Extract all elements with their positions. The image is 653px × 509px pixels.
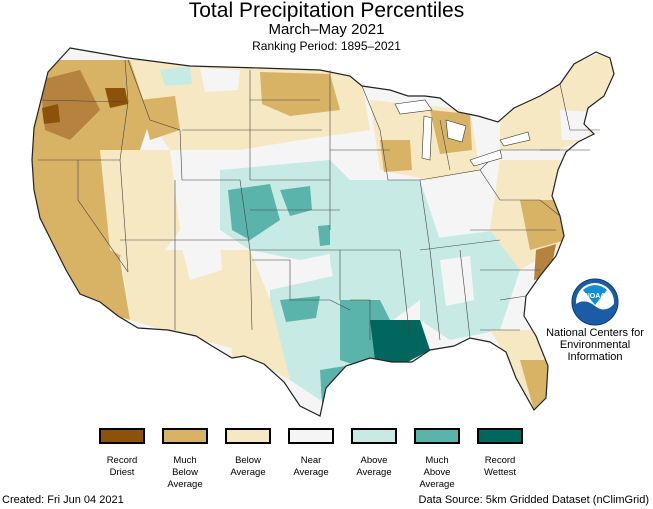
noaa-logo-icon: NOAA <box>571 278 619 326</box>
org-line-1: National Centers for <box>546 327 644 339</box>
legend-swatch-near <box>288 428 334 444</box>
legend-label-much-below: Much Below Average <box>167 455 203 490</box>
us-outline <box>31 47 615 417</box>
precipitation-fill <box>32 50 614 412</box>
legend-swatch-record-wettest <box>477 428 523 444</box>
ranking-period: Ranking Period: 1895–2021 <box>252 39 401 53</box>
noaa-logo-text: NOAA <box>585 293 606 300</box>
legend-swatch-much-above <box>414 428 460 444</box>
org-line-3: Information <box>567 351 623 363</box>
org-line-2: Environmental <box>559 339 631 351</box>
legend-swatch-much-below <box>162 428 208 444</box>
legend-label-much-above: Much Above Average <box>419 455 455 490</box>
organization-name: National Centers for Environmental Infor… <box>540 327 650 363</box>
legend-swatch-record-driest <box>99 428 145 444</box>
state-borders <box>38 59 600 341</box>
precipitation-map <box>31 47 615 417</box>
legend-label-record-wettest: Record Wettest <box>483 455 517 478</box>
legend-swatch-below <box>225 428 271 444</box>
page-title: Total Precipitation Percentiles <box>188 0 465 22</box>
created-date: Created: Fri Jun 04 2021 <box>2 494 124 506</box>
legend: Record Driest Much Below Average Below A… <box>0 428 653 498</box>
legend-label-above: Above Average <box>356 455 392 478</box>
data-source: Data Source: 5km Gridded Dataset (nClimG… <box>418 494 649 506</box>
page-subtitle: March–May 2021 <box>268 21 385 38</box>
legend-swatch-above <box>351 428 397 444</box>
legend-label-record-driest: Record Driest <box>106 455 138 478</box>
legend-label-below: Below Average <box>230 455 266 478</box>
great-lakes <box>394 99 531 167</box>
legend-label-near: Near Average <box>293 455 329 478</box>
